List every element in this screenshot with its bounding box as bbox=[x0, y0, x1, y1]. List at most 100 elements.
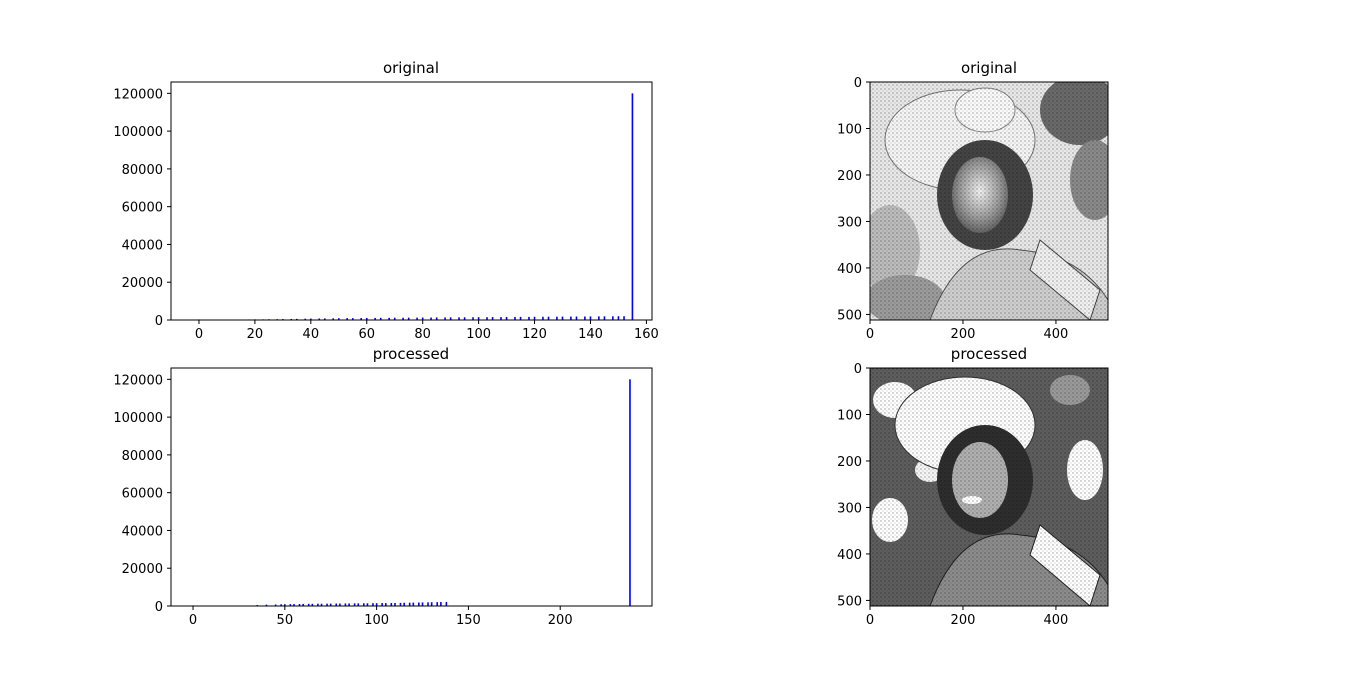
histogram-processed-frame bbox=[170, 367, 653, 607]
histogram-original-x-tick-label: 20 bbox=[247, 327, 264, 342]
histogram-original-bar bbox=[575, 316, 578, 320]
image-processed-x-tick-label: 400 bbox=[1044, 613, 1069, 628]
image-original-frame bbox=[869, 81, 1109, 321]
histogram-original-bar bbox=[449, 317, 452, 320]
image-original-panel: original 0 200 400 0 100 200 300 400 500 bbox=[837, 59, 1109, 342]
histogram-original-y-tick-label: 20000 bbox=[122, 276, 163, 291]
histogram-original-x-tick-label: 160 bbox=[634, 327, 659, 342]
histogram-processed-bar bbox=[307, 603, 310, 606]
histogram-original-y-tick-label: 40000 bbox=[122, 238, 163, 253]
histogram-original-y-tick-label: 80000 bbox=[122, 163, 163, 178]
image-processed-y-axis: 0 100 200 300 400 500 bbox=[837, 362, 870, 609]
histogram-processed-bar bbox=[284, 604, 286, 606]
histogram-processed-bar bbox=[357, 603, 360, 606]
image-original-y-tick-label: 300 bbox=[837, 215, 862, 230]
histogram-original-bar bbox=[304, 318, 307, 320]
histogram-original-bar bbox=[337, 318, 340, 320]
histogram-processed-bar bbox=[317, 603, 319, 606]
histogram-processed-title: processed bbox=[373, 345, 449, 363]
histogram-original-bar bbox=[528, 316, 530, 320]
image-processed-y-tick-label: 200 bbox=[837, 455, 862, 470]
histogram-original-bar bbox=[296, 318, 298, 320]
histogram-original-bar bbox=[561, 316, 564, 320]
histogram-original-bar bbox=[584, 316, 586, 320]
histogram-processed-bar bbox=[335, 603, 338, 606]
histogram-original-bar bbox=[617, 316, 620, 320]
image-processed-y-tick-label: 0 bbox=[854, 362, 862, 377]
histogram-processed-bar bbox=[372, 603, 374, 606]
histogram-processed-bar bbox=[421, 602, 424, 606]
histogram-processed-bar bbox=[265, 604, 268, 606]
histogram-processed-bar bbox=[280, 604, 282, 606]
histogram-processed-bar bbox=[366, 603, 369, 606]
histogram-original-bar bbox=[533, 316, 536, 320]
histogram-original-bar bbox=[332, 318, 334, 320]
histogram-processed-y-tick-label: 0 bbox=[155, 600, 163, 615]
image-processed-x-axis: 0 200 400 bbox=[866, 606, 1068, 628]
histogram-processed-x-axis: 0 50 100 150 200 bbox=[189, 606, 573, 628]
histogram-original-bar bbox=[505, 316, 508, 320]
histogram-original-bar bbox=[612, 316, 614, 320]
histogram-original-bar bbox=[421, 317, 424, 320]
histogram-original-bar bbox=[589, 316, 592, 320]
histogram-processed-bar bbox=[329, 603, 332, 606]
histogram-processed-bar bbox=[403, 602, 405, 606]
histogram-original-x-axis: 0 20 40 60 80 100 120 140 160 bbox=[195, 320, 659, 342]
histogram-original-bar bbox=[472, 317, 474, 320]
histogram-original-bars bbox=[198, 93, 634, 320]
histogram-processed-bar bbox=[430, 602, 433, 606]
histogram-original-bar bbox=[556, 316, 558, 320]
histogram-processed-bar bbox=[408, 602, 411, 606]
histogram-processed-bar bbox=[445, 601, 448, 606]
histogram-processed-y-tick-label: 60000 bbox=[122, 487, 163, 502]
histogram-processed-bar bbox=[348, 603, 350, 606]
histogram-original-bar bbox=[430, 317, 432, 320]
histogram-processed-y-tick-label: 20000 bbox=[122, 562, 163, 577]
histogram-original-y-tick-label: 100000 bbox=[113, 125, 163, 140]
histogram-processed-bar bbox=[394, 602, 396, 606]
histogram-original-bar bbox=[477, 317, 480, 320]
histogram-processed-bar bbox=[293, 604, 295, 606]
histogram-original-bar bbox=[500, 317, 502, 320]
image-processed-panel: processed 0 200 400 0 100 200 300 400 500 bbox=[837, 345, 1109, 628]
histogram-original-bar bbox=[547, 316, 550, 320]
image-processed-y-tick-label: 300 bbox=[837, 501, 862, 516]
image-original-y-tick-label: 500 bbox=[837, 308, 862, 323]
histogram-original-bar bbox=[346, 318, 348, 320]
image-processed-picture bbox=[870, 368, 1108, 606]
histogram-original-x-tick-label: 0 bbox=[195, 327, 203, 342]
histogram-processed-y-tick-label: 120000 bbox=[113, 373, 163, 388]
image-processed-y-tick-label: 400 bbox=[837, 548, 862, 563]
histogram-original-bar bbox=[379, 317, 382, 320]
histogram-processed-bar bbox=[339, 603, 341, 606]
histogram-processed: processed 0 50 100 150 200 0 20000 40000 60000 8… bbox=[113, 345, 653, 628]
histogram-processed-bar bbox=[274, 604, 277, 606]
histogram-original-bar bbox=[519, 316, 522, 320]
histogram-original-bar bbox=[407, 317, 410, 320]
histogram-processed-bar bbox=[353, 603, 356, 606]
image-original-x-tick-label: 400 bbox=[1044, 327, 1069, 342]
histogram-original-x-tick-label: 120 bbox=[522, 327, 547, 342]
image-original-x-tick-label: 0 bbox=[866, 327, 874, 342]
image-original-y-tick-label: 400 bbox=[837, 262, 862, 277]
histogram-original-bar bbox=[388, 317, 390, 320]
histogram-processed-bars bbox=[192, 379, 631, 606]
histogram-processed-bar bbox=[385, 603, 387, 606]
histogram-original-x-tick-label: 140 bbox=[578, 327, 603, 342]
histogram-processed-bar bbox=[418, 602, 420, 606]
histogram-original-bar bbox=[416, 317, 418, 320]
histogram-processed-bar bbox=[436, 602, 438, 606]
histogram-processed-bar bbox=[399, 602, 402, 606]
histogram-original-bar bbox=[324, 318, 326, 320]
histogram-original-y-tick-label: 0 bbox=[155, 314, 163, 329]
histogram-processed-bar bbox=[289, 604, 292, 606]
histogram-original-bar bbox=[491, 317, 494, 320]
histogram-original-bar bbox=[435, 317, 438, 320]
histogram-original-bar bbox=[486, 317, 488, 320]
image-processed-x-tick-label: 0 bbox=[866, 613, 874, 628]
histogram-original-y-tick-label: 120000 bbox=[113, 87, 163, 102]
histogram-original-bar bbox=[360, 318, 362, 320]
histogram-original: original 0 20 40 60 80 100 120 140 160 0 20000 400… bbox=[113, 59, 658, 342]
image-original-x-tick-label: 200 bbox=[951, 327, 976, 342]
histogram-original-bar bbox=[351, 318, 354, 320]
